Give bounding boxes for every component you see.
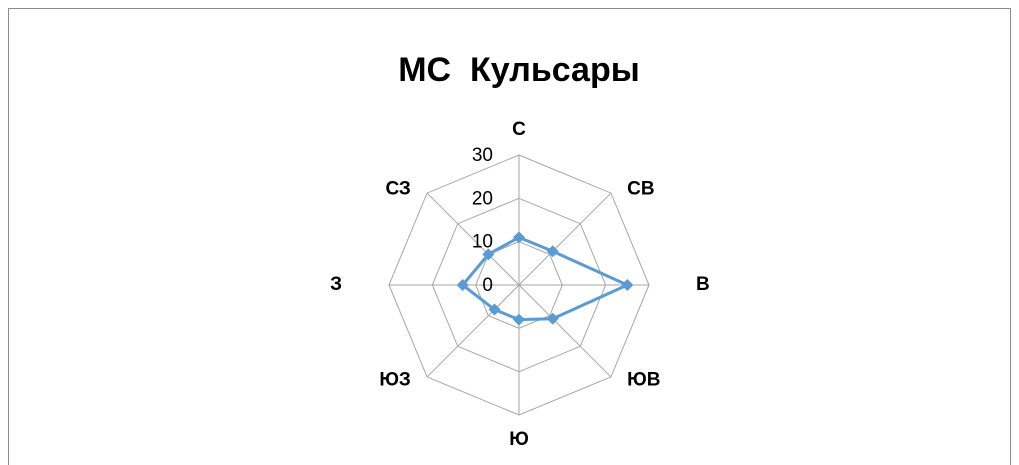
data-point bbox=[488, 303, 501, 316]
chart-title: МС Кульсары bbox=[398, 51, 640, 89]
r-tick-label: 30 bbox=[472, 145, 493, 166]
chart-frame bbox=[8, 8, 1011, 465]
category-label: СЗ bbox=[385, 179, 410, 200]
data-point bbox=[456, 279, 469, 291]
category-label: С bbox=[512, 119, 526, 140]
category-label: ЮВ bbox=[627, 369, 660, 390]
spoke bbox=[426, 192, 520, 286]
category-label: Ю bbox=[509, 429, 529, 450]
category-label: В bbox=[696, 274, 710, 295]
spoke bbox=[518, 192, 612, 286]
spoke bbox=[426, 284, 520, 378]
r-tick-label: 20 bbox=[472, 188, 493, 209]
category-label: ЮЗ bbox=[379, 369, 411, 390]
data-point bbox=[482, 248, 495, 261]
data-point bbox=[546, 245, 559, 258]
data-point bbox=[621, 279, 634, 291]
category-label: З bbox=[330, 274, 342, 295]
category-label: СВ bbox=[627, 179, 654, 200]
r-tick-label: 10 bbox=[472, 232, 493, 253]
data-point bbox=[513, 231, 525, 244]
r-tick-label: 0 bbox=[482, 275, 493, 296]
data-point bbox=[546, 312, 559, 325]
data-point bbox=[513, 313, 525, 326]
spoke bbox=[518, 284, 612, 378]
